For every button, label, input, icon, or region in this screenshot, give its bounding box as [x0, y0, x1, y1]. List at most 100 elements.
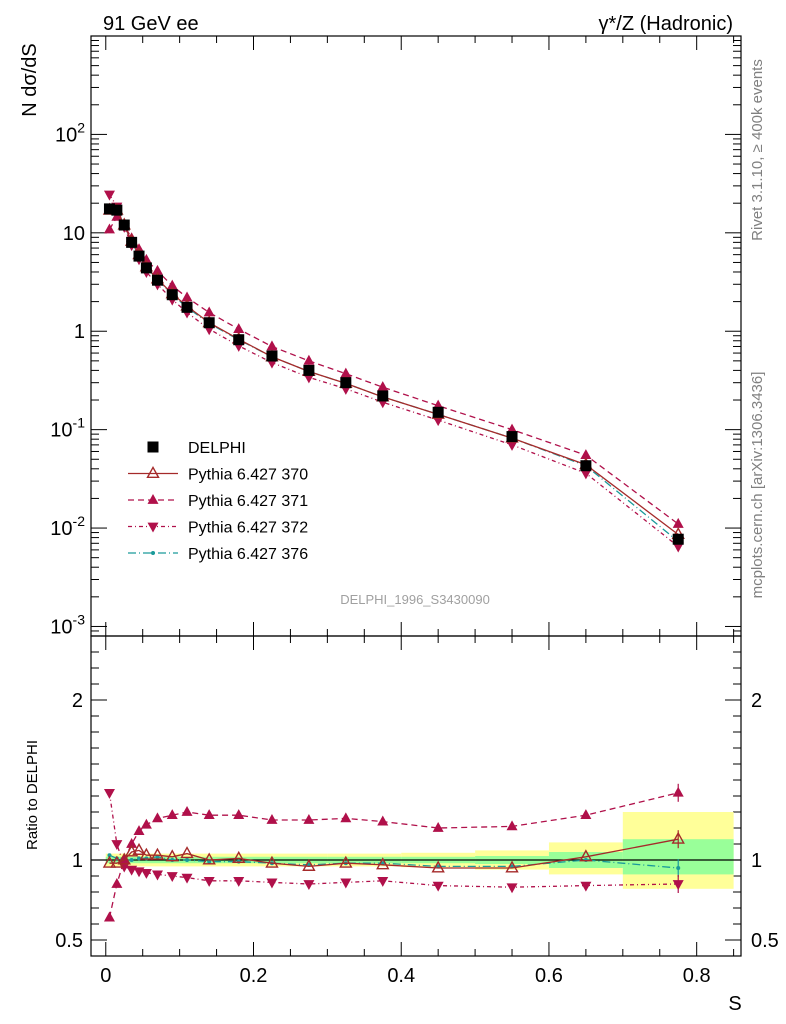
ratio-point-series-1	[203, 809, 215, 820]
ratio-point-series-2	[233, 876, 245, 887]
legend-label: Pythia 6.427 370	[188, 467, 308, 484]
data-point-series-2	[377, 381, 389, 392]
ratio-y-tick-label-right: 2	[751, 690, 762, 712]
data-point-series-3	[506, 441, 518, 451]
main-y-axis-label: N dσ/dS	[19, 43, 41, 117]
ratio-point-series-1	[506, 820, 518, 831]
ratio-point-series-0	[132, 842, 146, 855]
data-point-series-3	[672, 542, 684, 553]
ratio-point-series-2	[166, 872, 178, 883]
ratio-plot-panel: 0 0.2 0.4 0.6 0.8 0.5 0.5 1 1 2 2	[55, 635, 779, 987]
data-point-series-2	[181, 291, 193, 302]
ratio-point-series-0	[180, 846, 194, 859]
ratio-point-series-2	[303, 880, 315, 891]
x-tick-label: 0.2	[240, 965, 268, 987]
ratio-point-series-1	[133, 825, 145, 836]
ratio-point-series-1	[233, 809, 245, 820]
x-tick-label: 0.8	[683, 965, 711, 987]
ratio-point-series-1	[377, 815, 389, 826]
data-point-series-0	[303, 364, 315, 376]
ratio-point-series-0	[124, 844, 139, 857]
legend-label: Pythia 6.427 376	[188, 546, 308, 563]
legend-marker	[147, 441, 159, 453]
ratio-point-series-0	[376, 857, 390, 870]
ratio-line-0	[109, 838, 679, 869]
ratio-point-series-0	[102, 855, 117, 868]
ratio-point-series-1	[432, 821, 444, 832]
data-point-series-0	[580, 460, 592, 472]
chart-title-left: 91 GeV ee	[103, 13, 199, 35]
ratio-point-series-0	[505, 860, 519, 873]
y-tick-label: 10-3	[50, 611, 85, 638]
x-tick-label: 0.6	[535, 965, 563, 987]
data-point-series-3	[103, 190, 115, 201]
data-point-series-2	[340, 367, 352, 378]
ratio-point-series-2	[580, 881, 592, 892]
ratio-point-series-0	[202, 852, 216, 865]
x-tick-label: 0.4	[387, 965, 415, 987]
y-tick-label: 10-2	[50, 513, 85, 540]
x-tick-label: 0	[100, 965, 111, 987]
ratio-point-series-2	[340, 878, 352, 889]
data-point-series-3	[580, 469, 592, 480]
ratio-point-series-0	[302, 858, 316, 871]
data-point-series-0	[126, 236, 138, 248]
y-tick-label: 10	[63, 223, 85, 245]
ratio-point-series-1	[140, 818, 152, 829]
x-axis-label: S	[728, 993, 741, 1015]
data-point-series-2	[672, 517, 684, 528]
ratio-point-series-1	[103, 911, 115, 922]
data-point-series-0	[266, 350, 278, 362]
ratio-point-series-1	[111, 877, 123, 888]
y-tick-label: 1	[74, 321, 85, 343]
ratio-point-series-2	[377, 876, 389, 887]
data-point-series-2	[151, 264, 163, 275]
ratio-point-series-2	[140, 868, 152, 879]
legend-marker	[146, 466, 160, 479]
legend-marker	[151, 551, 155, 555]
series-line-1	[109, 209, 679, 536]
data-point-series-0	[672, 533, 684, 545]
data-point-series-0	[181, 301, 193, 313]
main-plot-panel: 10-3 10-2 10-1 1 10 102	[50, 35, 742, 650]
mcplots-label: mcplots.cern.ch [arXiv:1306.3436]	[749, 372, 766, 599]
ratio-y-tick-label: 1	[72, 850, 83, 872]
legend: DELPHI Pythia 6.427 370 Pythia 6.427 371 Py…	[128, 440, 308, 563]
ratio-point-series-2	[506, 883, 518, 894]
data-point-series-0	[118, 219, 130, 231]
ratio-point-series-0	[265, 855, 279, 868]
data-point-series-0	[506, 431, 518, 443]
ratio-plot-frame	[90, 635, 742, 957]
analysis-watermark: DELPHI_1996_S3430090	[340, 592, 490, 607]
data-point-series-2	[103, 223, 115, 234]
ratio-point-series-2	[151, 870, 163, 881]
ratio-point-series-3	[137, 856, 142, 861]
data-point-series-2	[111, 210, 123, 221]
ratio-point-series-2	[111, 840, 123, 851]
legend-marker	[147, 522, 159, 533]
ratio-point-series-0	[431, 860, 445, 873]
ratio-point-series-0	[139, 847, 154, 860]
ratio-point-series-3	[185, 858, 190, 862]
ratio-point-series-1	[181, 805, 193, 816]
data-point-series-2	[203, 306, 215, 317]
ratio-point-series-1	[151, 812, 163, 823]
data-point-series-2	[303, 354, 315, 365]
ratio-y-axis-label: Ratio to DELPHI	[24, 740, 41, 850]
data-point-series-0	[111, 204, 123, 216]
ratio-point-series-1	[266, 813, 278, 824]
y-tick-label: 10-1	[50, 415, 85, 442]
data-point-series-0	[203, 317, 215, 329]
data-point-series-0	[103, 203, 115, 215]
ratio-y-tick-label-right: 1	[751, 850, 762, 872]
ratio-point-series-3	[207, 859, 212, 864]
data-point-series-2	[580, 449, 592, 460]
ratio-point-series-1	[126, 837, 138, 848]
data-point-series-0	[151, 274, 163, 286]
ratio-point-series-3	[129, 858, 134, 862]
data-point-series-2	[266, 340, 278, 351]
data-point-series-2	[506, 423, 518, 434]
ratio-point-series-0	[339, 855, 353, 868]
ratio-point-series-0	[150, 847, 165, 860]
